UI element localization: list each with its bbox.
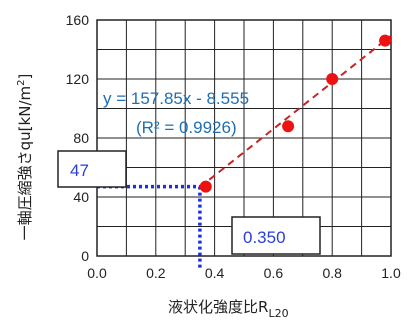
- value-marker-lines: [97, 184, 202, 270]
- trendline: [199, 35, 392, 188]
- tick-labels: 0.0 0.2 0.4 0.6 0.8 1.0 0 40 80 120 160: [66, 12, 401, 281]
- y-value-annotation: 47: [57, 150, 127, 188]
- x-tick-label: 0.2: [146, 265, 166, 281]
- x-tick-label: 0.6: [264, 265, 284, 281]
- y-axis-title-superscript: 2: [16, 80, 27, 86]
- y-axis-title-main: 一軸圧縮強さqu[kN/m: [16, 86, 34, 240]
- grid: [96, 19, 392, 257]
- y-value-text: 47: [70, 161, 89, 180]
- y-tick-label: 80: [73, 130, 89, 146]
- y-tick-label: 40: [73, 189, 89, 205]
- y-tick-label: 0: [81, 248, 89, 264]
- y-tick-label: 160: [66, 12, 90, 28]
- x-tick-label: 0.4: [205, 265, 225, 281]
- plot-frame: [96, 19, 392, 257]
- x-value-text: 0.350: [243, 228, 286, 247]
- x-value-annotation: 0.350: [231, 216, 321, 255]
- data-point: [282, 120, 295, 133]
- trendline-path: [199, 35, 392, 188]
- equation-line-2: (R² = 0.9926): [136, 118, 237, 137]
- x-tick-label: 0.8: [322, 265, 342, 281]
- data-points: [199, 34, 392, 193]
- equation-line-1: y = 157.85x - 8.555: [103, 89, 249, 108]
- y-axis-title-tail: ]: [16, 74, 34, 80]
- y-tick-label: 120: [66, 71, 90, 87]
- x-value-box: [231, 216, 321, 255]
- data-point: [379, 34, 392, 47]
- x-axis-title: 液状化強度比RL20: [168, 298, 289, 320]
- x-tick-label: 1.0: [381, 265, 401, 281]
- x-axis-title-subscript: L20: [268, 307, 288, 320]
- x-tick-label: 0.0: [87, 265, 107, 281]
- y-value-box: [57, 150, 127, 188]
- data-point: [199, 180, 212, 193]
- data-point: [326, 73, 339, 85]
- x-axis-title-main: 液状化強度比R: [168, 298, 268, 316]
- y-axis-title: 一軸圧縮強さqu[kN/m2]: [16, 74, 34, 241]
